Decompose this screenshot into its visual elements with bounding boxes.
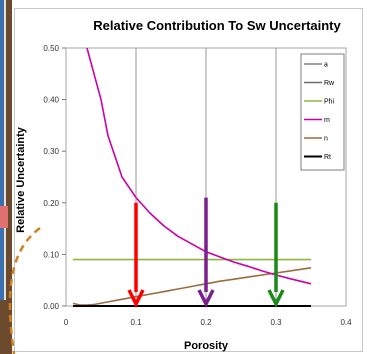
arrow-head [267,289,285,308]
y-tick-label: 0.50 [43,44,59,53]
legend-label-rw: Rw [324,80,335,87]
arrow-head [127,289,145,308]
legend-label-m: m [324,117,330,124]
y-tick-label: 0.30 [43,147,59,156]
series-line-m [86,47,312,285]
x-tick-label: 0.4 [340,318,352,327]
y-tick-label: 0.10 [43,250,59,259]
legend-label-a: a [324,62,328,69]
x-tick-label: 0 [64,318,69,327]
plot-layer: 0 0.1 0.2 0.3 0.4 0.00 0.10 0.20 0.30 0.40 0.50 [43,44,352,327]
arrow-2 [197,197,215,308]
y-tick-label: 0.00 [43,302,59,311]
y-axis-label: Relative Uncertainty [15,126,27,233]
arrow-1 [127,202,145,308]
legend: a Rw Phi m n Rt [300,53,345,171]
background-pink-band [0,206,8,228]
chart-title: Relative Contribution To Sw Uncertainty [93,18,341,33]
legend-label-phi: Phi [324,99,335,106]
y-tick-label: 0.20 [43,199,59,208]
x-tick-label: 0.1 [130,318,142,327]
y-tick-label: 0.40 [43,96,59,105]
x-axis-label: Porosity [184,340,229,352]
legend-box [300,53,345,171]
arrow-head [197,289,215,308]
background-edge-strip [0,0,12,354]
legend-label-n: n [324,136,328,143]
arrow-3 [267,202,285,308]
background-blue-band [0,0,4,300]
x-tick-label: 0.2 [200,318,212,327]
background-light-band [4,0,6,300]
x-tick-label: 0.3 [270,318,282,327]
series-line-n [72,267,312,306]
legend-label-rt: Rt [324,154,331,161]
